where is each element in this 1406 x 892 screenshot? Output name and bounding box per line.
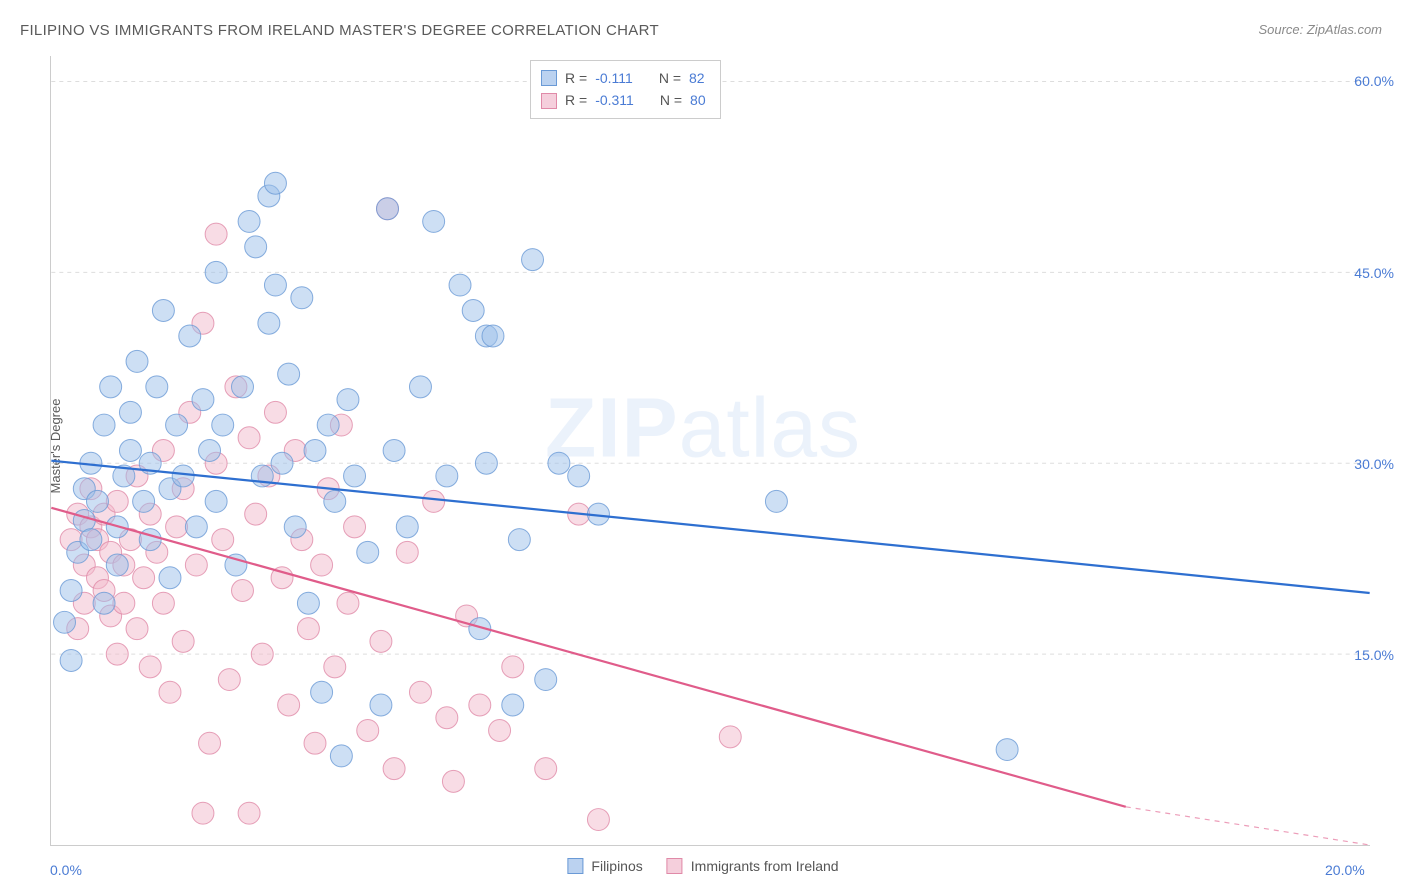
swatch-icon <box>667 858 683 874</box>
swatch-icon <box>541 70 557 86</box>
r-value-filipinos: -0.111 <box>595 67 633 89</box>
legend-label: Filipinos <box>591 858 642 874</box>
r-label: R = <box>565 67 587 89</box>
source-attribution: Source: ZipAtlas.com <box>1258 22 1382 37</box>
y-tick-label: 15.0% <box>1354 647 1394 663</box>
n-value-ireland: 80 <box>690 89 706 111</box>
y-tick-label: 45.0% <box>1354 265 1394 281</box>
x-tick-label: 0.0% <box>50 862 82 878</box>
legend-item-filipinos: Filipinos <box>567 858 642 874</box>
bottom-legend: Filipinos Immigrants from Ireland <box>567 858 838 874</box>
n-label: N = <box>659 67 681 89</box>
x-tick-label: 20.0% <box>1325 862 1365 878</box>
y-tick-label: 60.0% <box>1354 73 1394 89</box>
y-tick-label: 30.0% <box>1354 456 1394 472</box>
scatter-plot <box>50 56 1370 846</box>
swatch-icon <box>567 858 583 874</box>
stats-row-ireland: R = -0.311 N = 80 <box>541 89 706 111</box>
correlation-stats-box: R = -0.111 N = 82 R = -0.311 N = 80 <box>530 60 721 119</box>
legend-label: Immigrants from Ireland <box>691 858 839 874</box>
chart-area <box>50 56 1370 846</box>
stats-row-filipinos: R = -0.111 N = 82 <box>541 67 706 89</box>
n-value-filipinos: 82 <box>689 67 705 89</box>
r-label: R = <box>565 89 587 111</box>
n-label: N = <box>660 89 682 111</box>
legend-item-ireland: Immigrants from Ireland <box>667 858 839 874</box>
swatch-icon <box>541 93 557 109</box>
r-value-ireland: -0.311 <box>595 89 634 111</box>
chart-title: FILIPINO VS IMMIGRANTS FROM IRELAND MAST… <box>20 22 659 39</box>
